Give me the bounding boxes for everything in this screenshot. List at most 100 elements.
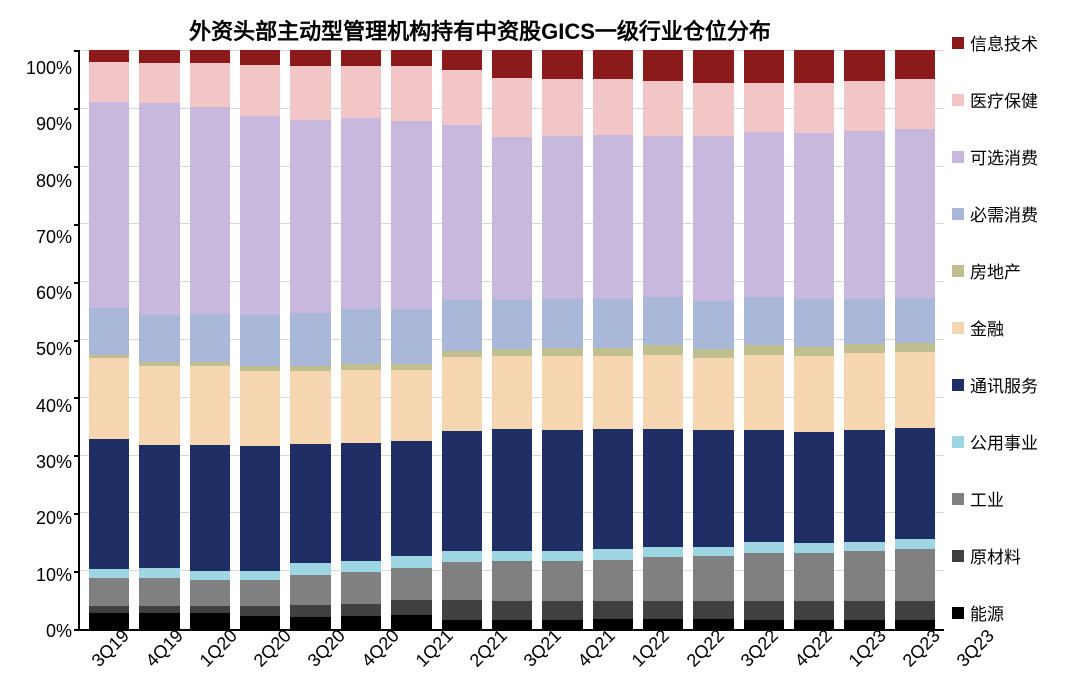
legend-swatch: [952, 265, 964, 277]
segment-staples: [139, 315, 179, 361]
segment-comm: [341, 443, 381, 561]
y-axis-tick: 90%: [36, 115, 72, 133]
chart-container: 外资头部主动型管理机构持有中资股GICS一级行业仓位分布 100%90%80%7…: [16, 8, 1064, 685]
bar: [190, 50, 230, 629]
segment-realestate: [744, 345, 784, 354]
legend-label: 房地产: [970, 258, 1021, 283]
segment-realestate: [492, 349, 532, 356]
y-axis-tick: 10%: [36, 566, 72, 584]
segment-discretionary: [744, 132, 784, 296]
segment-energy: [240, 616, 280, 629]
plot-area: [78, 50, 944, 631]
segment-utilities: [442, 551, 482, 561]
segment-utilities: [794, 543, 834, 552]
y-axis-tick: 40%: [36, 397, 72, 415]
legend-label: 公用事业: [970, 429, 1038, 454]
segment-comm: [542, 430, 582, 552]
segment-healthcare: [895, 79, 935, 129]
segment-comm: [391, 441, 431, 556]
segment-realestate: [542, 348, 582, 356]
segment-healthcare: [593, 79, 633, 135]
legend-swatch: [952, 493, 964, 505]
segment-comm: [492, 429, 532, 552]
legend-swatch: [952, 94, 964, 106]
segment-staples: [744, 297, 784, 346]
segment-discretionary: [643, 136, 683, 297]
bar: [240, 50, 280, 629]
segment-materials: [844, 601, 884, 620]
segment-discretionary: [844, 131, 884, 299]
bar: [290, 50, 330, 629]
bars: [80, 50, 944, 629]
legend-swatch: [952, 379, 964, 391]
segment-financials: [643, 355, 683, 429]
legend-swatch: [952, 208, 964, 220]
segment-infotech: [290, 50, 330, 66]
y-axis-tick: 70%: [36, 228, 72, 246]
segment-infotech: [593, 50, 633, 79]
segment-financials: [744, 355, 784, 430]
segment-utilities: [190, 571, 230, 580]
segment-comm: [643, 429, 683, 547]
segment-staples: [240, 315, 280, 366]
segment-financials: [844, 353, 884, 429]
segment-comm: [744, 430, 784, 542]
legend-label: 工业: [970, 486, 1004, 511]
segment-industrials: [139, 578, 179, 606]
segment-financials: [89, 358, 129, 439]
segment-materials: [341, 604, 381, 617]
legend-item-realestate: 房地产: [952, 258, 1064, 283]
segment-materials: [190, 606, 230, 613]
segment-industrials: [190, 580, 230, 605]
segment-materials: [643, 601, 683, 618]
legend-item-materials: 原材料: [952, 543, 1064, 568]
segment-comm: [190, 445, 230, 571]
y-axis-tick: 60%: [36, 284, 72, 302]
bar: [895, 50, 935, 629]
legend-label: 信息技术: [970, 30, 1038, 55]
segment-discretionary: [492, 137, 532, 300]
bar: [442, 50, 482, 629]
legend-swatch: [952, 37, 964, 49]
segment-infotech: [240, 50, 280, 65]
segment-utilities: [593, 549, 633, 559]
y-axis: 100%90%80%70%60%50%40%30%20%10%0%: [16, 50, 78, 631]
segment-comm: [593, 429, 633, 549]
segment-financials: [341, 370, 381, 443]
segment-materials: [139, 606, 179, 613]
segment-utilities: [844, 542, 884, 551]
segment-industrials: [844, 551, 884, 601]
legend-label: 通讯服务: [970, 372, 1038, 397]
legend-item-utilities: 公用事业: [952, 429, 1064, 454]
segment-staples: [290, 313, 330, 366]
segment-staples: [190, 314, 230, 361]
segment-realestate: [643, 345, 683, 354]
segment-comm: [89, 439, 129, 569]
segment-healthcare: [139, 63, 179, 104]
legend-item-healthcare: 医疗保健: [952, 87, 1064, 112]
segment-realestate: [593, 348, 633, 356]
segment-energy: [442, 620, 482, 629]
bar: [693, 50, 733, 629]
bar: [492, 50, 532, 629]
segment-healthcare: [391, 66, 431, 120]
bar: [391, 50, 431, 629]
x-axis-row: 3Q194Q191Q202Q203Q204Q201Q212Q213Q214Q21…: [78, 631, 944, 685]
legend-label: 金融: [970, 315, 1004, 340]
segment-materials: [794, 601, 834, 620]
segment-utilities: [341, 561, 381, 573]
legend-swatch: [952, 550, 964, 562]
segment-industrials: [895, 549, 935, 601]
segment-infotech: [190, 50, 230, 63]
segment-materials: [240, 606, 280, 616]
segment-materials: [492, 601, 532, 620]
segment-discretionary: [794, 133, 834, 299]
x-axis-labels: 3Q194Q191Q202Q203Q204Q201Q212Q213Q214Q21…: [78, 635, 1005, 685]
segment-financials: [542, 356, 582, 430]
segment-materials: [895, 601, 935, 620]
segment-infotech: [895, 50, 935, 79]
segment-energy: [391, 615, 431, 629]
segment-utilities: [139, 568, 179, 578]
segment-materials: [89, 606, 129, 613]
segment-utilities: [492, 551, 532, 560]
